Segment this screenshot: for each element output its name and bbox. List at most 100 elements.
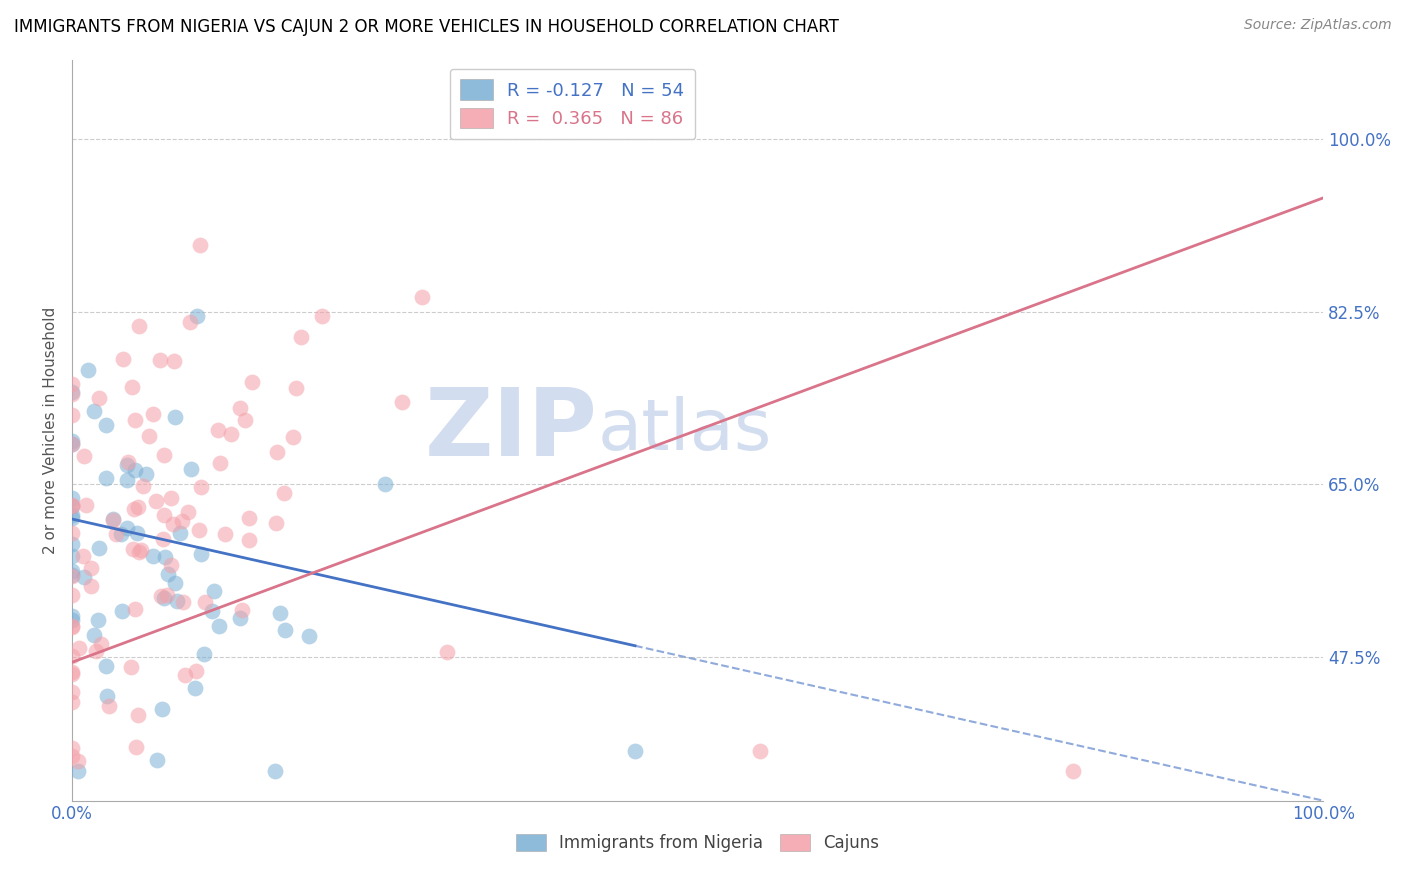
Text: atlas: atlas: [598, 396, 772, 465]
Point: [60, 588, 83, 602]
Point: [190, 480, 212, 494]
Point: [60, 695, 83, 709]
Point: [60, 568, 83, 582]
Point: [60, 549, 83, 563]
Point: [311, 310, 333, 324]
Y-axis label: 2 or more Vehicles in Household: 2 or more Vehicles in Household: [44, 307, 58, 554]
Text: ZIP: ZIP: [425, 384, 598, 476]
Point: [60, 500, 83, 514]
Point: [110, 527, 132, 541]
Point: [60, 511, 83, 525]
Point: [60, 434, 83, 449]
Point: [166, 594, 188, 608]
Point: [60, 498, 83, 512]
Point: [145, 494, 167, 508]
Point: [120, 660, 142, 674]
Point: [60, 564, 83, 578]
Point: [160, 491, 183, 506]
Point: [117, 473, 139, 487]
Point: [138, 429, 160, 443]
Point: [110, 604, 132, 618]
Point: [96, 690, 118, 704]
Point: [101, 513, 124, 527]
Point: [269, 606, 291, 620]
Text: IMMIGRANTS FROM NIGERIA VS CAJUN 2 OR MORE VEHICLES IN HOUSEHOLD CORRELATION CHA: IMMIGRANTS FROM NIGERIA VS CAJUN 2 OR MO…: [14, 18, 839, 36]
Point: [80, 579, 103, 593]
Point: [96, 471, 118, 485]
Point: [290, 330, 312, 344]
Point: [90, 637, 112, 651]
Point: [190, 547, 212, 561]
Point: [112, 351, 135, 366]
Point: [179, 315, 201, 329]
Point: [186, 310, 208, 324]
Point: [83, 628, 105, 642]
Point: [125, 526, 148, 541]
Point: [391, 395, 413, 409]
Point: [184, 664, 207, 678]
Point: [124, 601, 146, 615]
Point: [60, 526, 83, 541]
Point: [96, 417, 118, 432]
Point: [60, 387, 83, 401]
Point: [60, 620, 83, 634]
Point: [152, 532, 174, 546]
Point: [172, 595, 194, 609]
Point: [60, 667, 83, 681]
Legend: Immigrants from Nigeria, Cajuns: Immigrants from Nigeria, Cajuns: [509, 828, 886, 859]
Point: [153, 448, 176, 462]
Point: [240, 376, 263, 390]
Point: [132, 479, 155, 493]
Point: [624, 744, 647, 758]
Point: [60, 409, 83, 423]
Point: [274, 624, 297, 638]
Point: [128, 318, 150, 333]
Point: [188, 238, 211, 252]
Point: [142, 549, 165, 563]
Point: [142, 407, 165, 421]
Point: [156, 588, 179, 602]
Point: [66, 754, 89, 768]
Point: [150, 589, 173, 603]
Point: [238, 533, 260, 548]
Point: [149, 353, 172, 368]
Point: [72, 449, 94, 463]
Point: [162, 516, 184, 531]
Point: [60, 748, 83, 763]
Point: [208, 456, 231, 470]
Point: [60, 385, 83, 400]
Point: [122, 501, 145, 516]
Point: [60, 537, 83, 551]
Point: [146, 753, 169, 767]
Point: [273, 486, 295, 500]
Point: [89, 391, 111, 405]
Point: [135, 467, 157, 481]
Point: [60, 741, 83, 756]
Point: [298, 629, 321, 643]
Point: [60, 619, 83, 633]
Point: [177, 505, 200, 519]
Point: [103, 512, 125, 526]
Point: [202, 584, 225, 599]
Point: [228, 611, 250, 625]
Point: [67, 764, 90, 778]
Point: [67, 641, 90, 656]
Point: [188, 523, 211, 537]
Point: [183, 681, 205, 695]
Point: [284, 381, 307, 395]
Point: [194, 595, 217, 609]
Point: [180, 461, 202, 475]
Point: [124, 463, 146, 477]
Point: [157, 566, 180, 581]
Point: [208, 618, 231, 632]
Point: [60, 377, 83, 392]
Point: [264, 764, 287, 778]
Point: [60, 665, 83, 679]
Point: [173, 668, 195, 682]
Point: [80, 561, 103, 575]
Point: [160, 558, 183, 572]
Point: [283, 430, 305, 444]
Point: [436, 645, 458, 659]
Point: [229, 401, 252, 415]
Point: [411, 290, 433, 304]
